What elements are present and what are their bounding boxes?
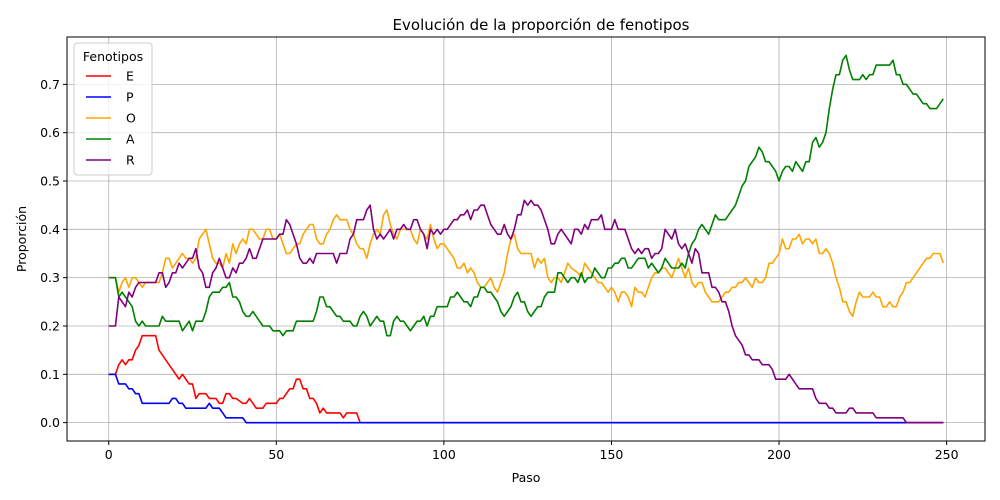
y-tick-label: 0.5 [40, 174, 60, 189]
legend-item-e: E [86, 69, 134, 84]
y-axis-title: Proporción [14, 206, 29, 272]
series-lines [108, 54, 945, 424]
x-tick-label: 100 [432, 447, 456, 462]
y-tick-label: 0.1 [40, 367, 60, 382]
x-tick-label: 0 [105, 447, 113, 462]
y-tick-label: 0.6 [40, 125, 60, 140]
series-line-r [108, 199, 944, 424]
plot-area-frame [66, 36, 986, 442]
legend-label: A [126, 132, 135, 147]
y-tick-label: 0.3 [40, 270, 60, 285]
series-line-a [108, 54, 944, 337]
legend-item-a: A [86, 132, 135, 147]
x-axis-ticks: 0 50 100 150 200 250 [105, 441, 959, 462]
legend-label: R [126, 153, 135, 168]
y-tick-label: 0.4 [40, 222, 60, 237]
legend-label: E [126, 69, 134, 84]
y-tick-label: 0.2 [40, 318, 60, 333]
x-tick-label: 50 [268, 447, 284, 462]
y-tick-label: 0.0 [40, 415, 60, 430]
legend-item-o: O [86, 111, 136, 126]
series-line-p [108, 373, 944, 424]
x-tick-label: 250 [935, 447, 959, 462]
x-tick-label: 150 [600, 447, 624, 462]
series-line-o [108, 209, 945, 318]
x-tick-label: 200 [767, 447, 791, 462]
legend-label: O [126, 111, 136, 126]
legend-item-p: P [86, 90, 134, 105]
legend-title: Fenotipos [83, 49, 143, 64]
y-axis-ticks: 0.0 0.1 0.2 0.3 0.4 0.5 0.6 0.7 [40, 77, 67, 430]
y-tick-label: 0.7 [40, 77, 60, 92]
legend-item-r: R [86, 153, 135, 168]
legend-label: P [126, 90, 134, 105]
x-axis-title: Paso [512, 470, 541, 485]
chart-title: Evolución de la proporción de fenotipos [393, 16, 690, 34]
